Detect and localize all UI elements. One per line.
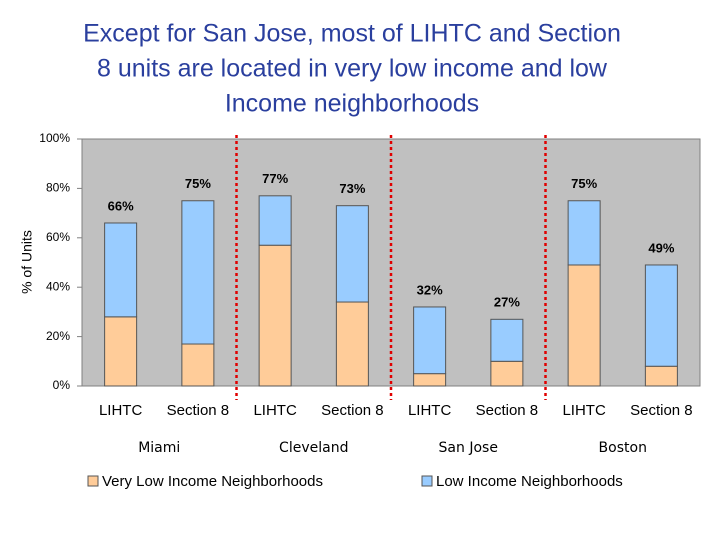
y-tick-label: 40% — [46, 279, 70, 293]
bar-segment — [258, 195, 292, 246]
bar-segment — [335, 205, 369, 303]
bar-segment — [644, 264, 678, 367]
bar-segment — [567, 264, 601, 387]
bar-segment — [104, 222, 138, 318]
bar-segment — [104, 316, 138, 387]
legend-swatch — [421, 475, 433, 487]
total-label: 75% — [571, 176, 597, 191]
bar-segment — [181, 200, 215, 345]
x-tick-label: Section 8 — [630, 402, 693, 419]
x-tick-label: LIHTC — [562, 402, 606, 419]
x-tick-label: Section 8 — [167, 402, 230, 419]
y-tick-label: 0% — [53, 378, 71, 392]
chart-title: Except for San Jose, most of LIHTC and S… — [83, 20, 621, 48]
chart-title: Income neighborhoods — [225, 90, 479, 118]
y-tick-label: 100% — [39, 131, 70, 145]
total-label: 32% — [417, 282, 443, 297]
bar-segment — [567, 200, 601, 266]
legend-swatch — [87, 475, 99, 487]
bar-segment — [490, 318, 524, 362]
total-label: 77% — [262, 171, 288, 186]
x-tick-label: LIHTC — [408, 402, 452, 419]
bar-segment — [258, 244, 292, 387]
x-tick-label: Section 8 — [321, 402, 384, 419]
total-label: 75% — [185, 176, 211, 191]
x-tick-label: Section 8 — [476, 402, 539, 419]
group-label: Cleveland — [279, 440, 348, 456]
chart-title: 8 units are located in very low income a… — [97, 55, 608, 83]
bar-segment — [413, 373, 447, 387]
x-tick-label: LIHTC — [99, 402, 143, 419]
group-label: Miami — [138, 440, 180, 456]
bar-segment — [413, 306, 447, 375]
group-label: Boston — [599, 440, 647, 456]
legend-label: Very Low Income Neighborhoods — [102, 473, 323, 490]
bar-segment — [335, 301, 369, 387]
x-tick-label: LIHTC — [253, 402, 297, 419]
y-tick-label: 60% — [46, 230, 70, 244]
total-label: 49% — [648, 240, 674, 255]
bar-segment — [181, 343, 215, 387]
total-label: 73% — [339, 181, 365, 196]
group-label: San Jose — [439, 440, 498, 456]
bar-segment — [490, 360, 524, 387]
bar-segment — [644, 365, 678, 387]
total-label: 27% — [494, 295, 520, 310]
y-tick-label: 80% — [46, 181, 70, 195]
total-label: 66% — [108, 198, 134, 213]
y-axis-label: % of Units — [19, 230, 35, 294]
legend-label: Low Income Neighborhoods — [436, 473, 623, 490]
y-tick-label: 20% — [46, 329, 70, 343]
